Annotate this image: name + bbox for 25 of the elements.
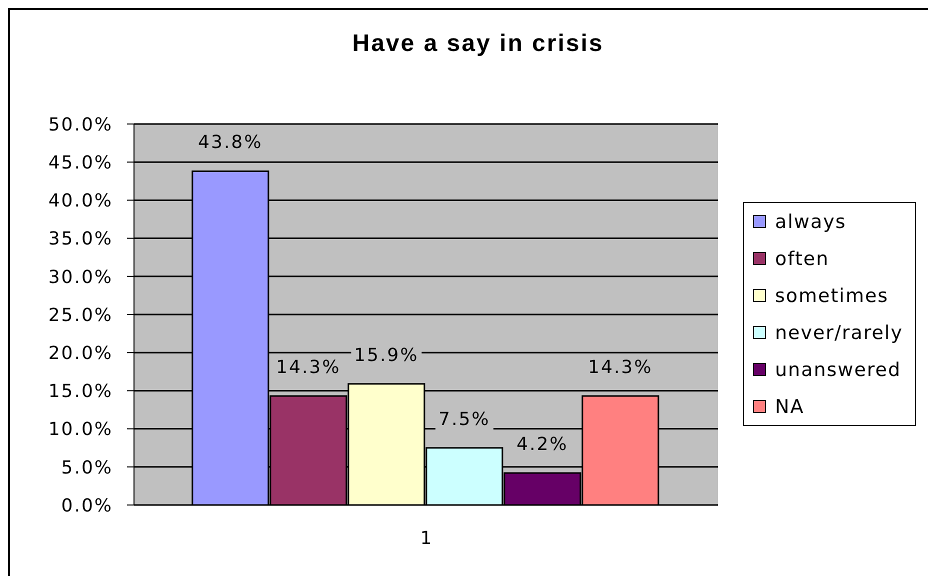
y-tick-label: 0.0%	[61, 495, 113, 516]
data-label: 14.3%	[276, 357, 341, 378]
y-tick-label: 45.0%	[48, 152, 113, 174]
y-tick-label: 5.0%	[61, 457, 113, 478]
y-tick-label: 25.0%	[48, 304, 113, 326]
x-tick-label: 1	[420, 528, 432, 549]
legend-label: unanswered	[775, 358, 902, 380]
data-label: 43.8%	[198, 132, 263, 154]
chart-title: Have a say in crisis	[351, 30, 605, 57]
y-tick-label: 35.0%	[48, 228, 113, 250]
y-tick-label: 30.0%	[48, 266, 113, 288]
y-tick-label: 50.0%	[48, 114, 113, 136]
legend-label: often	[775, 248, 830, 270]
data-label: 7.5%	[438, 408, 490, 430]
y-tick-label: 10.0%	[48, 419, 113, 440]
data-label: 4.2%	[516, 434, 568, 455]
legend-label: always	[775, 210, 846, 232]
data-label: 14.3%	[588, 357, 653, 378]
data-label: 15.9%	[354, 344, 419, 366]
legend-label: NA	[775, 396, 804, 418]
y-tick-label: 40.0%	[48, 190, 113, 212]
y-tick-label: 20.0%	[48, 342, 113, 364]
legend-label: never/rarely	[775, 322, 903, 344]
y-tick-label: 15.0%	[48, 381, 113, 402]
legend-label: sometimes	[775, 284, 889, 306]
